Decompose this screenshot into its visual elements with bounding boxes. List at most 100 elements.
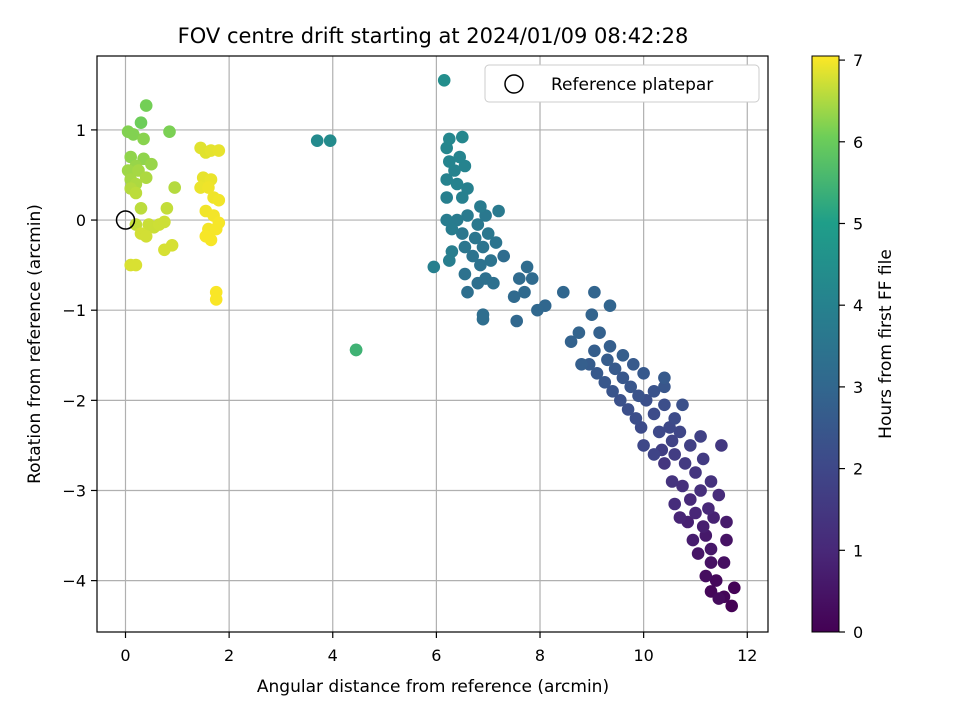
data-point <box>665 475 679 488</box>
colorbar-tick-label: 0 <box>853 623 863 642</box>
data-point <box>652 425 666 439</box>
data-point <box>647 385 661 398</box>
data-point <box>474 258 487 272</box>
data-point <box>445 245 459 258</box>
data-point <box>139 230 153 243</box>
data-point <box>658 380 671 394</box>
data-point <box>704 475 718 488</box>
y-tick-label: 1 <box>76 121 86 140</box>
data-point <box>129 258 143 272</box>
data-point <box>158 215 171 229</box>
colorbar-tick-label: 1 <box>853 541 863 560</box>
data-point <box>678 457 692 470</box>
x-tick-label: 8 <box>535 646 545 665</box>
data-point <box>632 389 645 403</box>
data-point <box>658 371 671 385</box>
data-point <box>134 202 148 215</box>
reference-marker <box>115 210 136 230</box>
data-point <box>484 254 498 267</box>
colorbar-tick-label: 4 <box>853 296 863 315</box>
data-point <box>575 358 588 371</box>
data-point <box>720 533 733 547</box>
data-point <box>487 276 500 290</box>
data-point <box>510 314 523 328</box>
data-point <box>720 515 733 529</box>
data-point <box>461 182 474 195</box>
data-point <box>202 181 215 194</box>
y-tick-label: −2 <box>62 391 86 410</box>
colorbar-tick-label: 7 <box>853 51 863 70</box>
data-point <box>647 407 661 421</box>
data-point <box>453 150 467 164</box>
data-point <box>466 249 480 263</box>
data-point <box>699 569 713 583</box>
data-point <box>204 233 218 247</box>
data-point <box>725 599 738 613</box>
data-point <box>696 452 710 466</box>
data-point <box>676 479 689 493</box>
data-point <box>598 376 612 389</box>
data-point <box>443 132 456 146</box>
data-point <box>450 177 464 191</box>
data-point <box>310 134 324 147</box>
data-point <box>163 125 176 138</box>
chart-title: FOV centre drift starting at 2024/01/09 … <box>178 24 689 48</box>
y-tick-label: −3 <box>62 481 86 500</box>
data-point <box>531 303 544 317</box>
data-point <box>212 144 226 157</box>
data-point <box>588 344 601 358</box>
data-point <box>585 308 599 322</box>
data-point <box>637 367 650 380</box>
data-point <box>590 367 604 380</box>
data-point <box>606 385 619 398</box>
data-point <box>709 574 723 587</box>
data-point <box>168 181 181 194</box>
data-point <box>668 497 681 511</box>
data-point <box>437 74 451 87</box>
colorbar-ticks: 0 1 2 3 4 5 6 7 <box>839 51 863 642</box>
legend-entry: Reference platepar <box>551 75 713 95</box>
legend: Reference platepar <box>484 64 760 103</box>
data-point <box>712 592 726 605</box>
data-point <box>456 130 469 144</box>
data-point <box>572 326 586 340</box>
plot-frame <box>96 55 769 633</box>
data-point <box>564 335 578 349</box>
data-point <box>468 231 482 245</box>
data-point <box>694 430 707 443</box>
x-tick-label: 12 <box>737 646 757 665</box>
data-point <box>712 488 726 502</box>
data-point <box>520 260 534 274</box>
data-point <box>637 439 650 452</box>
data-point <box>461 285 474 299</box>
data-point <box>212 193 226 207</box>
data-point <box>158 243 171 257</box>
data-point <box>476 312 490 326</box>
data-point <box>557 285 570 299</box>
data-point <box>492 204 505 218</box>
data-point <box>647 448 661 461</box>
data-point <box>481 227 495 240</box>
data-point <box>513 272 526 285</box>
data-point <box>684 493 697 506</box>
data-point <box>614 394 627 407</box>
data-point <box>601 353 614 367</box>
data-point <box>212 216 226 230</box>
x-tick-label: 2 <box>224 646 234 665</box>
data-point <box>696 520 710 533</box>
data-point <box>588 285 601 299</box>
colorbar-gradient <box>811 55 840 633</box>
data-point <box>673 511 687 524</box>
y-tick-label: −4 <box>62 572 86 591</box>
data-point <box>616 349 630 362</box>
data-point <box>134 116 148 129</box>
x-tick-label: 4 <box>328 646 338 665</box>
data-point <box>440 191 454 204</box>
data-point <box>603 340 617 353</box>
data-point <box>497 249 511 263</box>
data-point <box>456 227 469 240</box>
data-point <box>684 439 697 452</box>
colorbar-tick-label: 3 <box>853 378 863 397</box>
y-axis-ticks: −4 −3 −2 −1 0 1 <box>62 121 97 591</box>
